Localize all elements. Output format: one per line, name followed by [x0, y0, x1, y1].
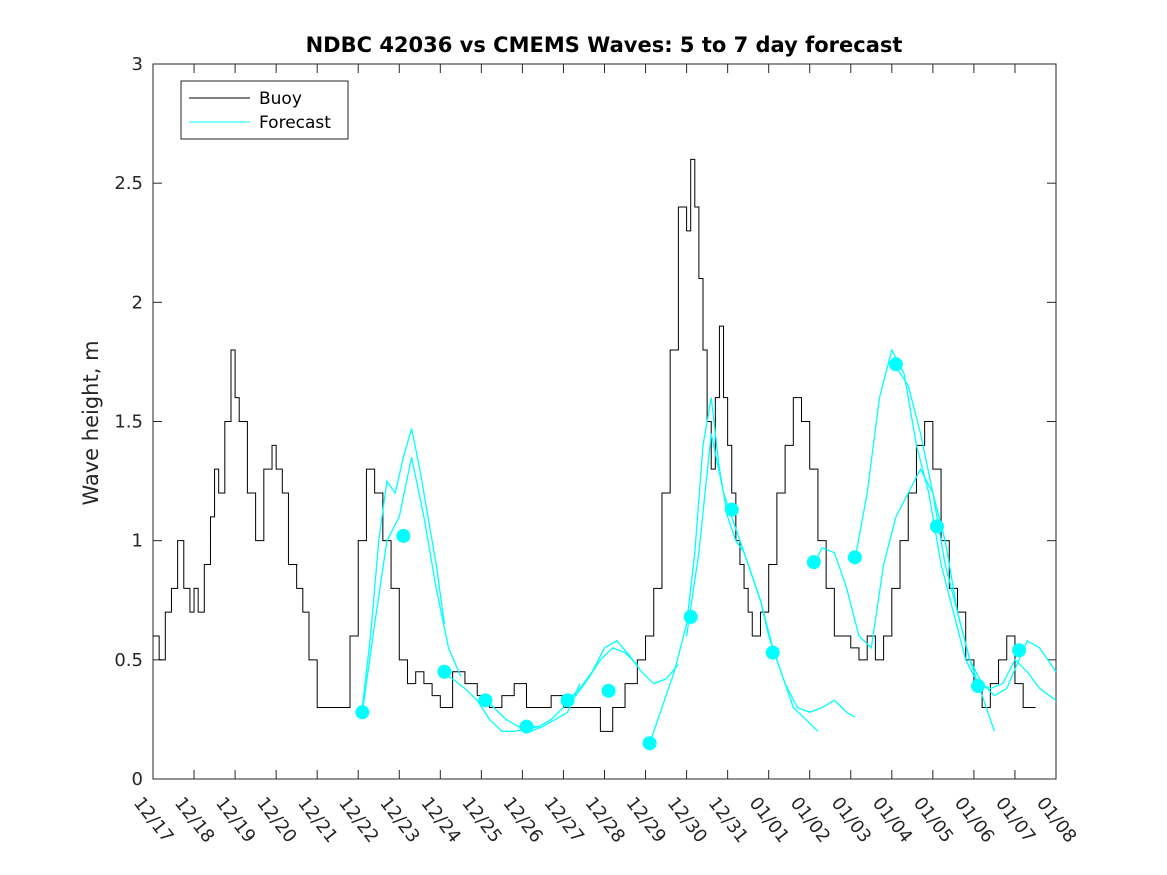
x-tick-label: 01/07: [991, 793, 1039, 847]
x-tick-label: 01/02: [786, 793, 834, 847]
legend-buoy-label: Buoy: [259, 89, 302, 109]
forecast-marker: [1012, 643, 1027, 658]
chart-title: NDBC 42036 vs CMEMS Waves: 5 to 7 day fo…: [306, 33, 903, 57]
x-tick-label: 01/03: [827, 793, 875, 847]
forecast-marker: [888, 357, 903, 372]
plot-area: 00.511.522.5312/1712/1812/1912/2012/2112…: [114, 54, 1080, 847]
forecast-marker: [437, 664, 452, 679]
x-tick-label: 01/06: [950, 793, 998, 847]
forecast-series-line: [361, 428, 446, 708]
y-tick-label: 1.5: [114, 412, 143, 433]
x-tick-label: 12/20: [252, 793, 300, 847]
x-tick-label: 12/27: [540, 793, 588, 847]
x-tick-label: 12/28: [581, 793, 629, 847]
forecast-marker: [560, 693, 575, 708]
x-tick-label: 12/18: [170, 793, 218, 847]
forecast-marker: [601, 683, 616, 698]
x-tick-label: 12/19: [211, 793, 259, 847]
forecast-marker: [929, 519, 944, 534]
legend: Buoy Forecast: [180, 80, 349, 140]
forecast-marker: [724, 502, 739, 517]
forecast-series-line: [895, 366, 1057, 697]
x-tick-label: 12/17: [129, 793, 177, 847]
forecast-marker: [847, 550, 862, 565]
x-tick-label: 12/24: [416, 793, 464, 847]
forecast-series-line: [854, 348, 1057, 701]
y-tick-label: 0.5: [114, 650, 143, 671]
forecast-marker: [806, 555, 821, 570]
y-axis-label: Wave height, m: [79, 340, 103, 505]
legend-forecast-label: Forecast: [259, 113, 331, 133]
forecast-marker: [971, 679, 986, 694]
x-tick-label: 12/29: [622, 793, 670, 847]
x-tick-label: 12/31: [704, 793, 752, 847]
buoy-series-line: [153, 158, 1036, 732]
axes-box: [152, 63, 1057, 780]
forecast-marker: [478, 693, 493, 708]
x-tick-label: 12/23: [375, 793, 423, 847]
x-tick-label: 12/22: [334, 793, 382, 847]
x-tick-label: 01/05: [909, 793, 957, 847]
y-tick-label: 0: [132, 769, 143, 790]
x-tick-label: 01/01: [745, 793, 793, 847]
x-tick-label: 12/25: [457, 793, 505, 847]
forecast-marker: [355, 705, 370, 720]
forecast-series-line: [526, 647, 638, 728]
forecast-series-line: [361, 457, 462, 713]
x-tick-label: 12/26: [498, 793, 546, 847]
x-tick-label: 01/08: [1032, 793, 1080, 847]
forecast-marker: [519, 719, 534, 734]
y-tick-label: 2.5: [114, 173, 143, 194]
forecast-series-line: [567, 639, 679, 701]
y-tick-label: 1: [132, 531, 143, 552]
x-tick-label: 12/21: [293, 793, 341, 847]
forecast-marker: [396, 528, 411, 543]
x-tick-label: 12/30: [663, 793, 711, 847]
x-tick-label: 01/04: [868, 793, 916, 847]
y-tick-label: 2: [132, 292, 143, 313]
y-tick-label: 3: [132, 54, 143, 75]
forecast-marker: [683, 609, 698, 624]
legend-box: [180, 80, 349, 140]
forecast-marker: [642, 736, 657, 751]
forecast-marker: [765, 645, 780, 660]
